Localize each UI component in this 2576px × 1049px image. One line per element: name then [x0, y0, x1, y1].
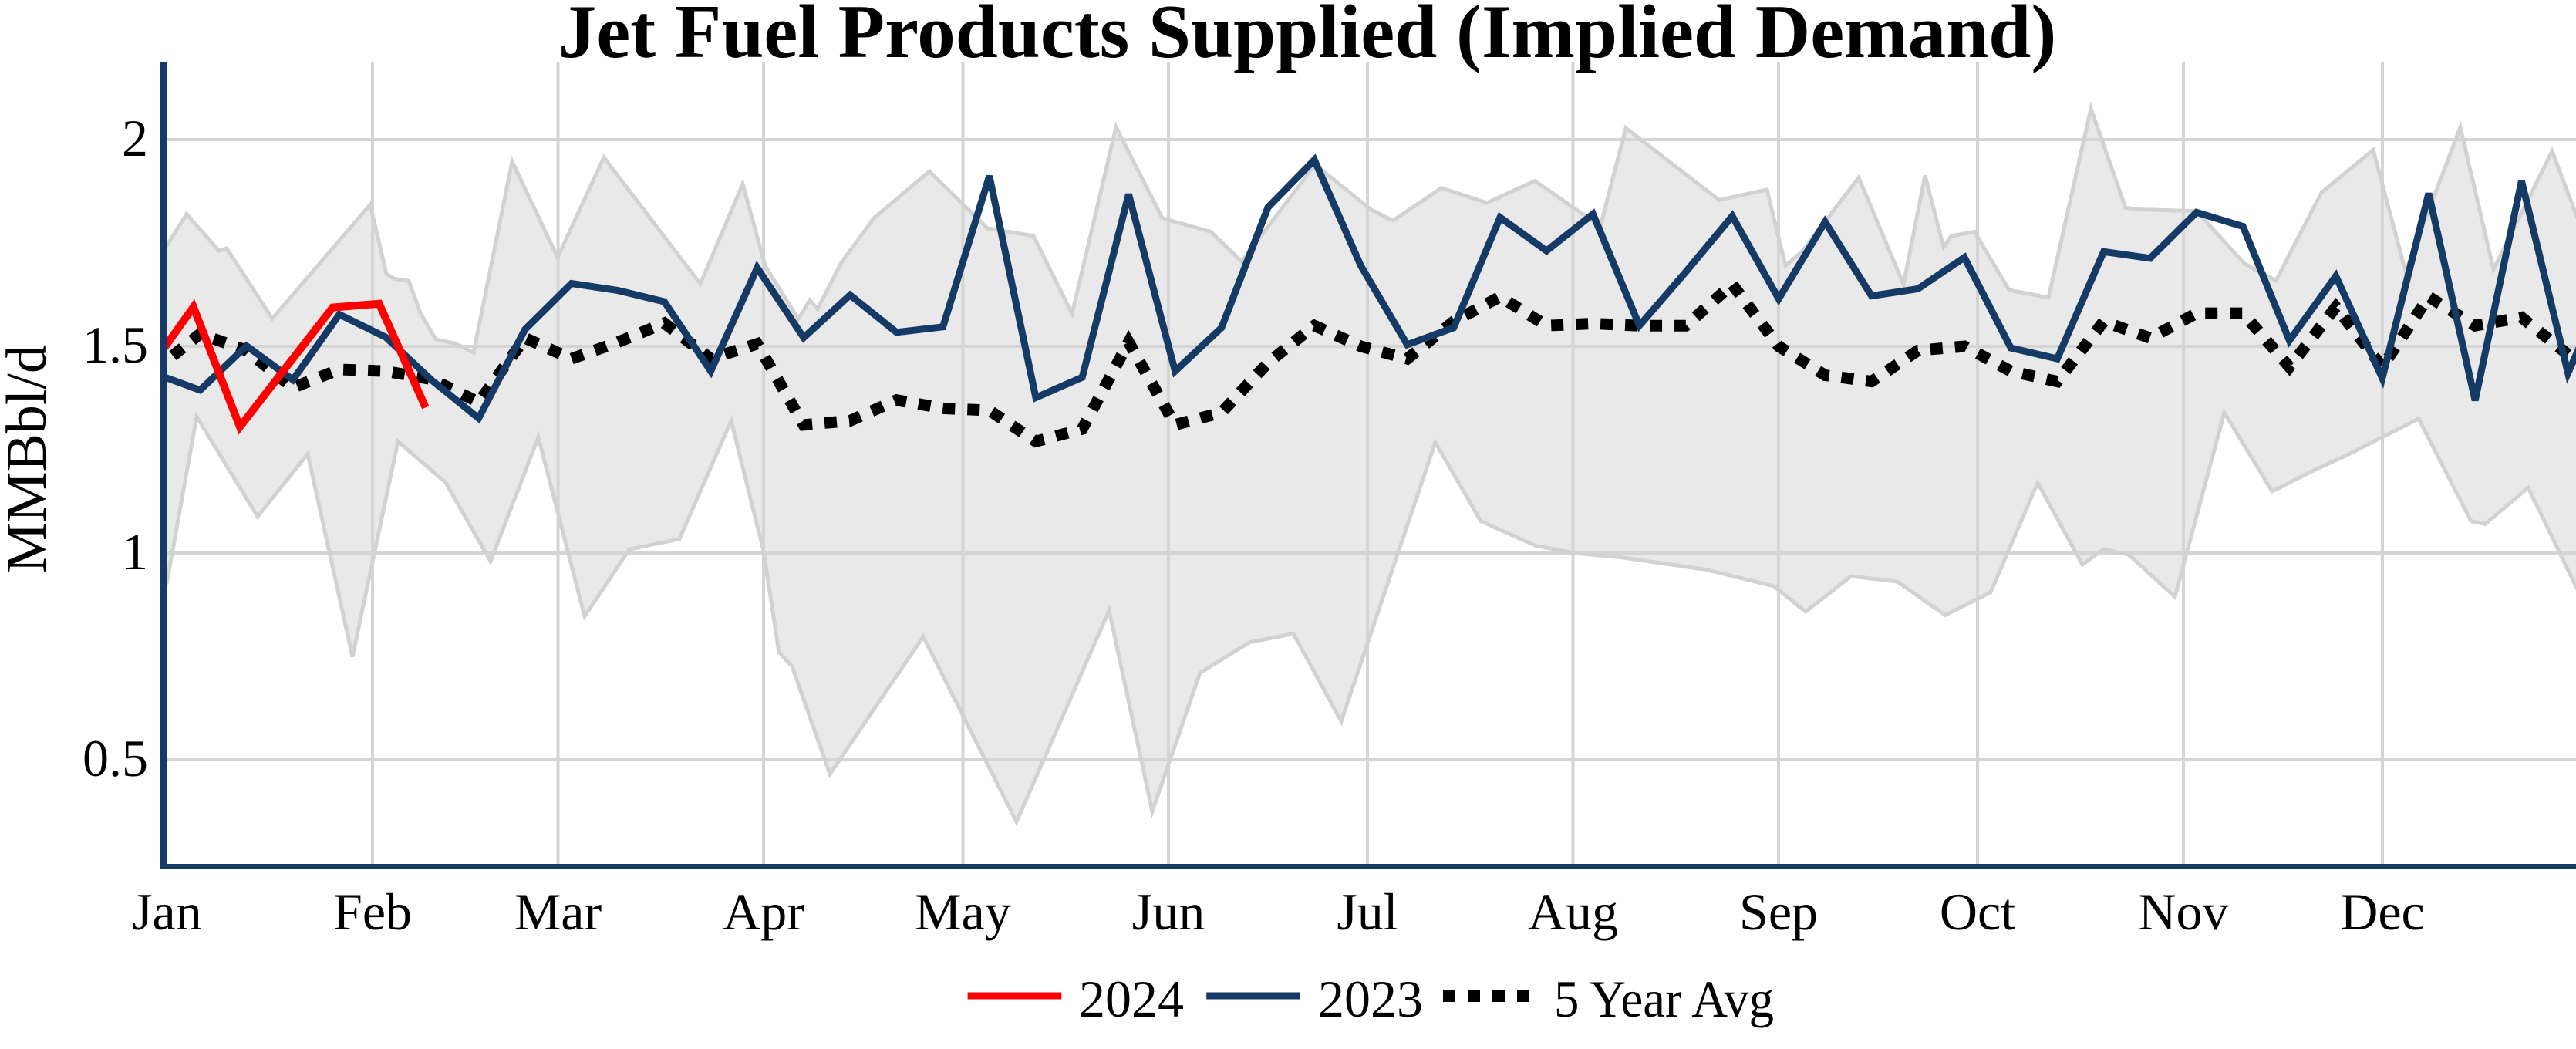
svg-text:2024: 2024 — [1079, 970, 1184, 1028]
svg-text:2023: 2023 — [1318, 970, 1423, 1028]
svg-text:Jet Fuel Products Supplied (Im: Jet Fuel Products Supplied (Implied Dema… — [558, 0, 2057, 74]
svg-text:MMBbl/d: MMBbl/d — [0, 345, 59, 573]
svg-text:Aug: Aug — [1528, 882, 1618, 941]
svg-text:Apr: Apr — [723, 882, 804, 941]
svg-text:May: May — [915, 882, 1011, 941]
svg-text:Nov: Nov — [2138, 882, 2228, 941]
svg-text:2: 2 — [122, 109, 148, 167]
svg-text:Oct: Oct — [1940, 882, 2015, 941]
svg-text:1: 1 — [122, 522, 148, 581]
svg-text:Jul: Jul — [1337, 882, 1398, 941]
svg-text:Feb: Feb — [333, 882, 412, 941]
svg-text:Sep: Sep — [1739, 882, 1818, 941]
svg-text:5 Year Avg: 5 Year Avg — [1554, 970, 1774, 1028]
svg-text:0.5: 0.5 — [83, 729, 148, 788]
svg-text:Jun: Jun — [1132, 882, 1205, 941]
svg-text:Mar: Mar — [514, 882, 602, 941]
svg-text:1.5: 1.5 — [83, 315, 148, 374]
svg-text:Jan: Jan — [132, 882, 202, 941]
svg-text:Dec: Dec — [2340, 882, 2424, 941]
